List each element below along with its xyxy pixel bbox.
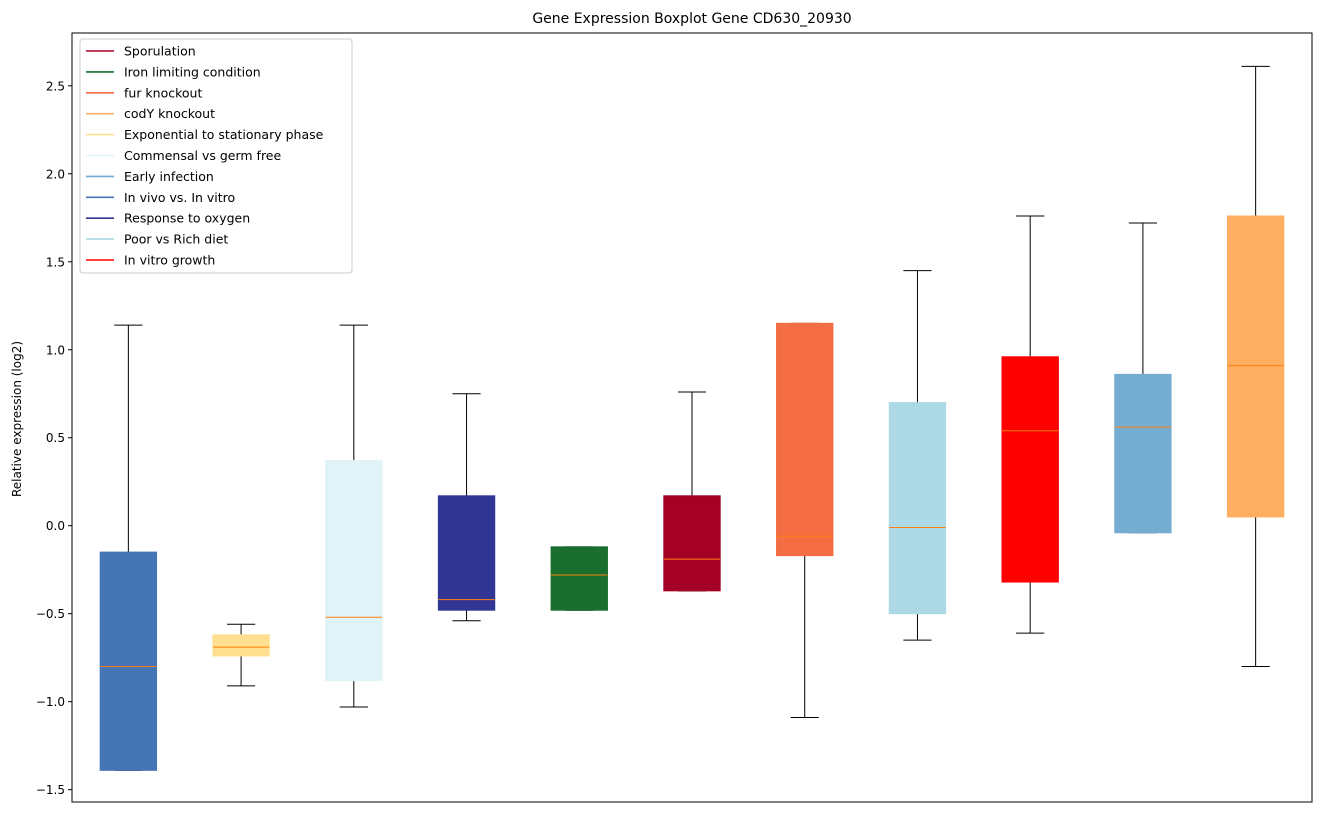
- legend-label: Exponential to stationary phase: [124, 127, 324, 142]
- legend-entry: Response to oxygen: [86, 211, 250, 226]
- box-iqr: [437, 495, 496, 611]
- legend-label: Commensal vs germ free: [124, 148, 281, 163]
- y-tick-label: −1.0: [36, 695, 65, 709]
- y-tick-label: 2.0: [46, 167, 65, 181]
- box-commensal-vs-germ-free: [325, 324, 383, 708]
- legend-entry: In vitro growth: [86, 253, 215, 268]
- legend-label: codY knockout: [124, 106, 215, 121]
- box-iqr: [1226, 215, 1285, 518]
- y-tick-label: 2.5: [46, 79, 65, 93]
- box-series: [99, 65, 1285, 771]
- chart-title: Gene Expression Boxplot Gene CD630_20930: [532, 11, 851, 27]
- legend-entry: Sporulation: [86, 44, 196, 59]
- legend-entry: Commensal vs germ free: [86, 148, 281, 163]
- legend-entry: Exponential to stationary phase: [86, 127, 324, 142]
- legend: Sporulation Iron limiting condition fur kn…: [79, 38, 353, 274]
- y-tick-label: −1.5: [36, 783, 65, 797]
- box-iqr: [663, 495, 721, 592]
- box-iqr: [888, 402, 947, 615]
- box-in-vivo-vs-in-vitro: [99, 324, 158, 771]
- box-iqr: [212, 634, 270, 657]
- box-fur-knockout: [776, 322, 834, 719]
- y-axis-label: Relative expression (log2): [10, 341, 24, 497]
- y-tick-label: 0.0: [46, 519, 65, 533]
- box-early-infection: [1114, 222, 1172, 534]
- legend-label: Iron limiting condition: [124, 64, 261, 79]
- box-in-vitro-growth: [1001, 215, 1059, 634]
- y-tick-label: 1.0: [46, 343, 65, 357]
- box-iqr: [550, 546, 608, 611]
- legend-label: Response to oxygen: [124, 211, 250, 226]
- box-iqr: [1001, 356, 1059, 583]
- box-iqr: [776, 322, 834, 557]
- legend-label: Poor vs Rich diet: [124, 232, 228, 247]
- legend-entry: codY knockout: [86, 106, 215, 121]
- plot-area-frame: [71, 32, 1313, 803]
- legend-label: Early infection: [124, 169, 214, 184]
- box-cody-knockout: [1226, 65, 1285, 668]
- box-iqr: [325, 460, 383, 682]
- legend-entry: Poor vs Rich diet: [86, 232, 228, 247]
- y-axis-ticks: −1.5 −1.0 −0.5 0.0 0.5 1.0 1.5 2.0 2.5: [36, 79, 72, 797]
- legend-label: In vivo vs. In vitro: [124, 190, 235, 205]
- box-iron-limiting-condition: [550, 546, 608, 611]
- box-sporulation: [663, 391, 721, 592]
- box-poor-vs-rich-diet: [888, 270, 947, 641]
- y-tick-label: 0.5: [46, 431, 65, 445]
- legend-label: Sporulation: [124, 44, 196, 59]
- legend-frame: [79, 38, 353, 274]
- y-tick-label: −0.5: [36, 607, 65, 621]
- legend-label: In vitro growth: [124, 253, 215, 268]
- legend-label: fur knockout: [124, 85, 202, 100]
- box-iqr: [99, 551, 158, 771]
- y-tick-label: 1.5: [46, 255, 65, 269]
- legend-entry: Iron limiting condition: [86, 64, 261, 79]
- box-exponential-to-stationary-phase: [212, 623, 270, 687]
- legend-entry: Early infection: [86, 169, 214, 184]
- box-iqr: [1114, 373, 1172, 534]
- box-response-to-oxygen: [437, 393, 496, 622]
- legend-entry: In vivo vs. In vitro: [86, 190, 235, 205]
- legend-entry: fur knockout: [86, 85, 202, 100]
